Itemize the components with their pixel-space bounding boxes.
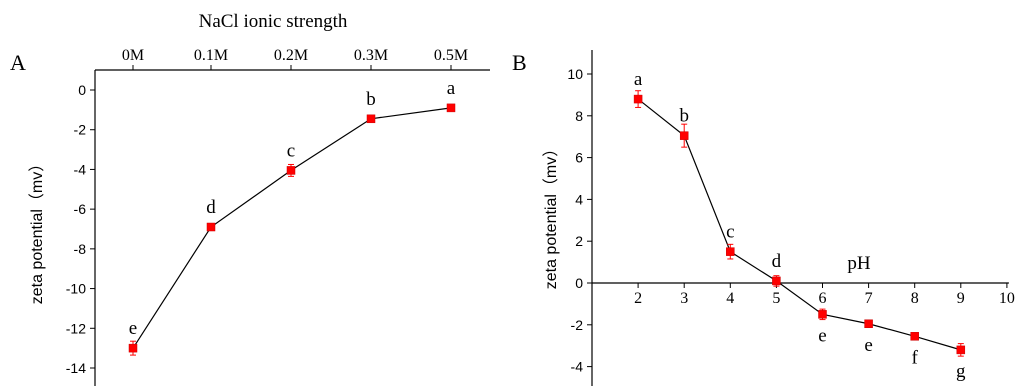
significance-label-b: b bbox=[679, 106, 689, 127]
significance-label-a: e bbox=[129, 318, 137, 339]
y-tick-label-a: 0 bbox=[78, 82, 86, 98]
x-tick-label-a: 0.2M bbox=[274, 47, 308, 64]
series-line-b bbox=[637, 98, 961, 351]
x-tick-label-a: 0M bbox=[122, 47, 144, 64]
y-tick-label-a: -8 bbox=[74, 241, 87, 257]
significance-label-b: d bbox=[772, 251, 782, 272]
x-tick-label-a: 0.3M bbox=[354, 47, 388, 64]
y-tick-label-b: 10 bbox=[567, 66, 583, 82]
y-tick-label-a: -10 bbox=[66, 281, 86, 297]
x-tick-label-b: 3 bbox=[680, 290, 688, 307]
x-tick-label-b: 2 bbox=[634, 290, 642, 307]
y-tick-label-b: 6 bbox=[575, 150, 583, 166]
panel-b: B 2 3 4 5 6 7 8 9 10 10 8 6 4 2 0 -2 -4 pH zeta potential（m… bbox=[512, 50, 1015, 386]
panel-label-a: A bbox=[10, 50, 26, 75]
significance-label-a: d bbox=[206, 197, 216, 218]
y-tick-label-b: -4 bbox=[571, 359, 584, 375]
x-tick-label-a: 0.5M bbox=[434, 47, 468, 64]
x-tick-label-a: 0.1M bbox=[194, 47, 228, 64]
y-tick-label-a: -2 bbox=[74, 122, 87, 138]
data-point-a bbox=[286, 166, 296, 175]
panel-label-b: B bbox=[512, 50, 527, 75]
significance-label-b: f bbox=[912, 347, 919, 368]
y-tick-label-b: 4 bbox=[575, 191, 583, 207]
significance-label-b: a bbox=[634, 69, 643, 90]
data-point-b bbox=[864, 319, 873, 329]
x-axis-title-a: NaCl ionic strength bbox=[199, 11, 348, 32]
x-tick-label-b: 8 bbox=[911, 290, 919, 307]
x-tick-label-b: 9 bbox=[957, 290, 965, 307]
y-tick-label-a: -14 bbox=[66, 360, 86, 376]
significance-label-b: e bbox=[864, 335, 872, 356]
data-point-b bbox=[818, 310, 827, 319]
data-point-a bbox=[366, 114, 376, 124]
data-point-b bbox=[679, 131, 689, 140]
significance-label-a: a bbox=[447, 78, 456, 99]
x-axis-title-b: pH bbox=[847, 253, 871, 274]
data-point-b bbox=[633, 94, 643, 104]
x-tick-label-b: 5 bbox=[772, 290, 780, 307]
y-axis-title-a: zeta potential（mv） bbox=[28, 156, 46, 305]
y-tick-label-a: -12 bbox=[66, 320, 86, 336]
y-tick-label-a: -6 bbox=[74, 201, 87, 217]
y-tick-label-b: -2 bbox=[571, 317, 584, 333]
significance-label-b: e bbox=[818, 325, 826, 346]
x-tick-label-b: 10 bbox=[999, 290, 1015, 307]
y-tick-label-b: 8 bbox=[575, 108, 583, 124]
data-point-b bbox=[772, 276, 781, 286]
significance-label-b: c bbox=[726, 222, 734, 243]
y-axis-title-b: zeta potential（mv） bbox=[542, 141, 560, 290]
y-tick-label-a: -4 bbox=[74, 161, 87, 177]
data-point-a bbox=[206, 222, 216, 232]
y-tick-label-b: 2 bbox=[575, 233, 583, 249]
x-tick-label-b: 4 bbox=[726, 290, 734, 307]
y-tick-label-b: 0 bbox=[575, 275, 583, 291]
data-point-b bbox=[956, 345, 966, 355]
x-tick-label-b: 6 bbox=[819, 290, 827, 307]
significance-label-a: c bbox=[287, 140, 295, 161]
panel-a: A NaCl ionic strength 0M 0.1M 0.2M 0.3M 0.5M 0 -… bbox=[10, 11, 490, 386]
significance-label-b: g bbox=[956, 361, 966, 382]
significance-label-a: b bbox=[366, 89, 376, 110]
data-point-b bbox=[910, 332, 919, 341]
data-point-a bbox=[128, 343, 138, 353]
data-point-b bbox=[726, 247, 735, 256]
x-tick-label-b: 7 bbox=[865, 290, 873, 307]
data-point-a bbox=[446, 103, 456, 113]
